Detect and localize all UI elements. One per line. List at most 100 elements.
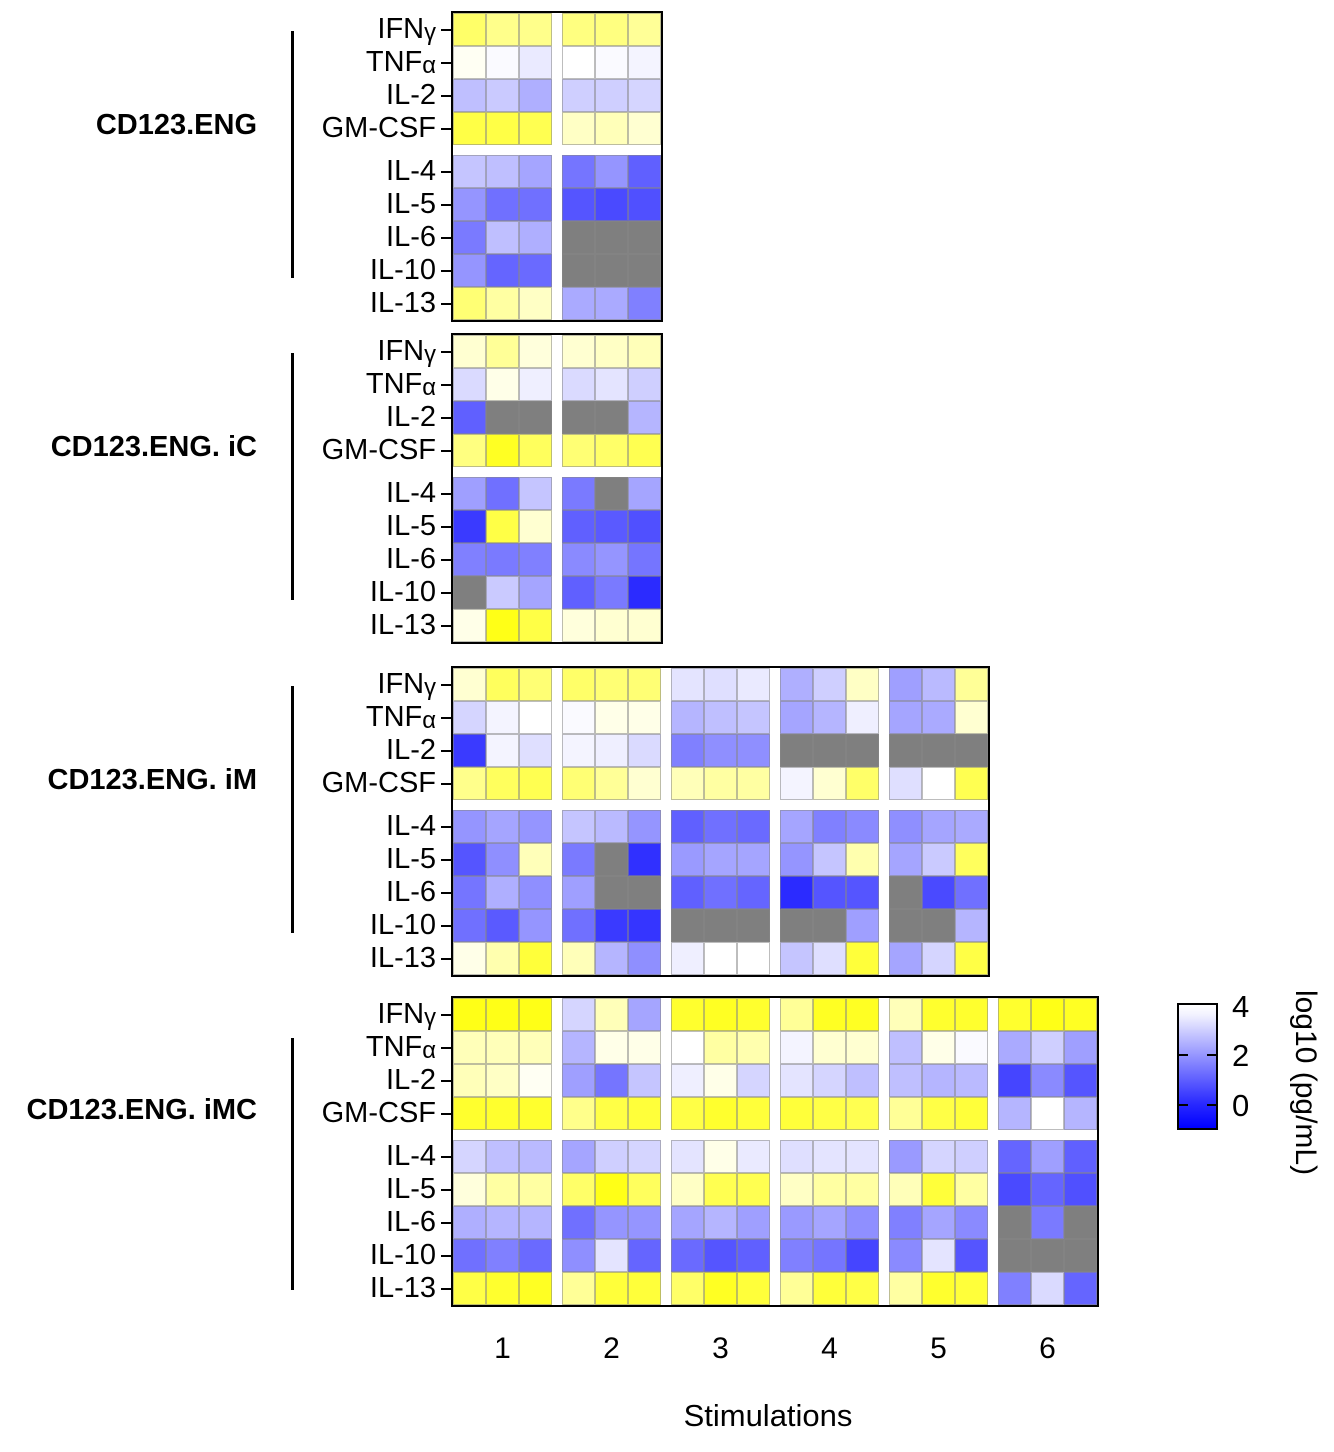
heatmap-cell [453,188,486,221]
row-tick [441,684,452,686]
heatmap-cell [628,1064,661,1097]
heatmap-cell [453,734,486,767]
heatmap-cell [813,843,846,876]
heatmap-cell [889,876,922,909]
heatmap-cell [453,434,486,467]
heatmap-cell [780,1064,813,1097]
heatmap-cell [486,477,519,510]
row-label: IL-4 [386,810,436,842]
heatmap-cell [486,909,519,942]
heatmap-cell [519,810,552,843]
heatmap-cell [562,434,595,467]
heatmap-cell [628,810,661,843]
heatmap-cell [780,701,813,734]
heatmap-cell [922,843,955,876]
heatmap-cell [595,13,628,46]
heatmap-cell [595,1272,628,1305]
heatmap-cell [519,188,552,221]
heatmap-cell [595,46,628,79]
heatmap-cell [519,701,552,734]
colorbar-tick-2-left [1179,1054,1188,1056]
heatmap-cell [1031,1173,1064,1206]
heatmap-cell [453,155,486,188]
heatmap-cell [519,1097,552,1130]
heatmap-cell [453,609,486,642]
heatmap-cell [704,998,737,1031]
heatmap-cell [704,701,737,734]
x-tick-label: 3 [712,1332,729,1365]
heatmap-cell [922,1272,955,1305]
heatmap-cell [486,734,519,767]
heatmap-cell [998,1140,1031,1173]
heatmap-cell [562,254,595,287]
heatmap-cell [453,1097,486,1130]
x-tick-label: 6 [1039,1332,1056,1365]
heatmap-cell [628,668,661,701]
row-label: TNFα [365,46,436,79]
heatmap-cell [628,335,661,368]
heatmap-cell [595,434,628,467]
colorbar-tick-2-right [1207,1054,1216,1056]
heatmap-cell [737,876,770,909]
heatmap-cell [486,998,519,1031]
heatmap-cell [595,1097,628,1130]
heatmap-cell [595,909,628,942]
heatmap-cell [671,734,704,767]
heatmap-cell [628,1140,661,1173]
heatmap-cell [671,1140,704,1173]
row-tick [441,384,452,386]
heatmap-cell [1064,1239,1097,1272]
row-tick [441,783,452,785]
heatmap-cell [453,287,486,320]
panel-label: CD123.ENG. iC [50,431,257,463]
row-label: IL-2 [386,401,436,433]
heatmap-cell [562,1064,595,1097]
row-label: IL-5 [386,188,436,220]
heatmap-cell [562,1206,595,1239]
heatmap-cell [628,221,661,254]
heatmap-cell [519,609,552,642]
heatmap-cell [486,188,519,221]
heatmap-cell [562,1173,595,1206]
heatmap-cell [889,942,922,975]
heatmap-cell [595,1239,628,1272]
heatmap-cell [780,1097,813,1130]
colorbar-tick-0-right [1207,1104,1216,1106]
greek-letter: γ [424,673,436,701]
heatmap-cell [595,701,628,734]
heatmap-cell [704,876,737,909]
row-tick [441,62,452,64]
heatmap-cell [595,1206,628,1239]
heatmap-cell [846,942,879,975]
colorbar-tick-label-4: 4 [1232,989,1250,1024]
heatmap-cell [486,668,519,701]
row-tick [441,417,452,419]
heatmap-cell [813,668,846,701]
heatmap-cell [486,1239,519,1272]
heatmap-cell [453,1239,486,1272]
heatmap-cell [486,155,519,188]
heatmap-cell [595,477,628,510]
heatmap-cell [453,1206,486,1239]
heatmap-cell [955,1206,988,1239]
heatmap-cell [737,1097,770,1130]
heatmap-cell [889,909,922,942]
heatmap-cell [671,701,704,734]
row-tick [441,1156,452,1158]
heatmap-cell [562,876,595,909]
heatmap-cell [453,79,486,112]
heatmap-cell [780,942,813,975]
row-label: TNFα [365,1031,436,1064]
x-axis-title: Stimulations [683,1398,853,1433]
heatmap-cell [562,810,595,843]
heatmap-cell [998,1206,1031,1239]
heatmap-cell [704,767,737,800]
heatmap-cell [595,609,628,642]
heatmap-cell [486,1064,519,1097]
heatmap-cell [519,942,552,975]
row-label: IL-6 [386,876,436,908]
heatmap-cell [519,1031,552,1064]
row-label: IL-4 [386,155,436,187]
heatmap-cell [595,810,628,843]
heatmap-cell [704,1064,737,1097]
